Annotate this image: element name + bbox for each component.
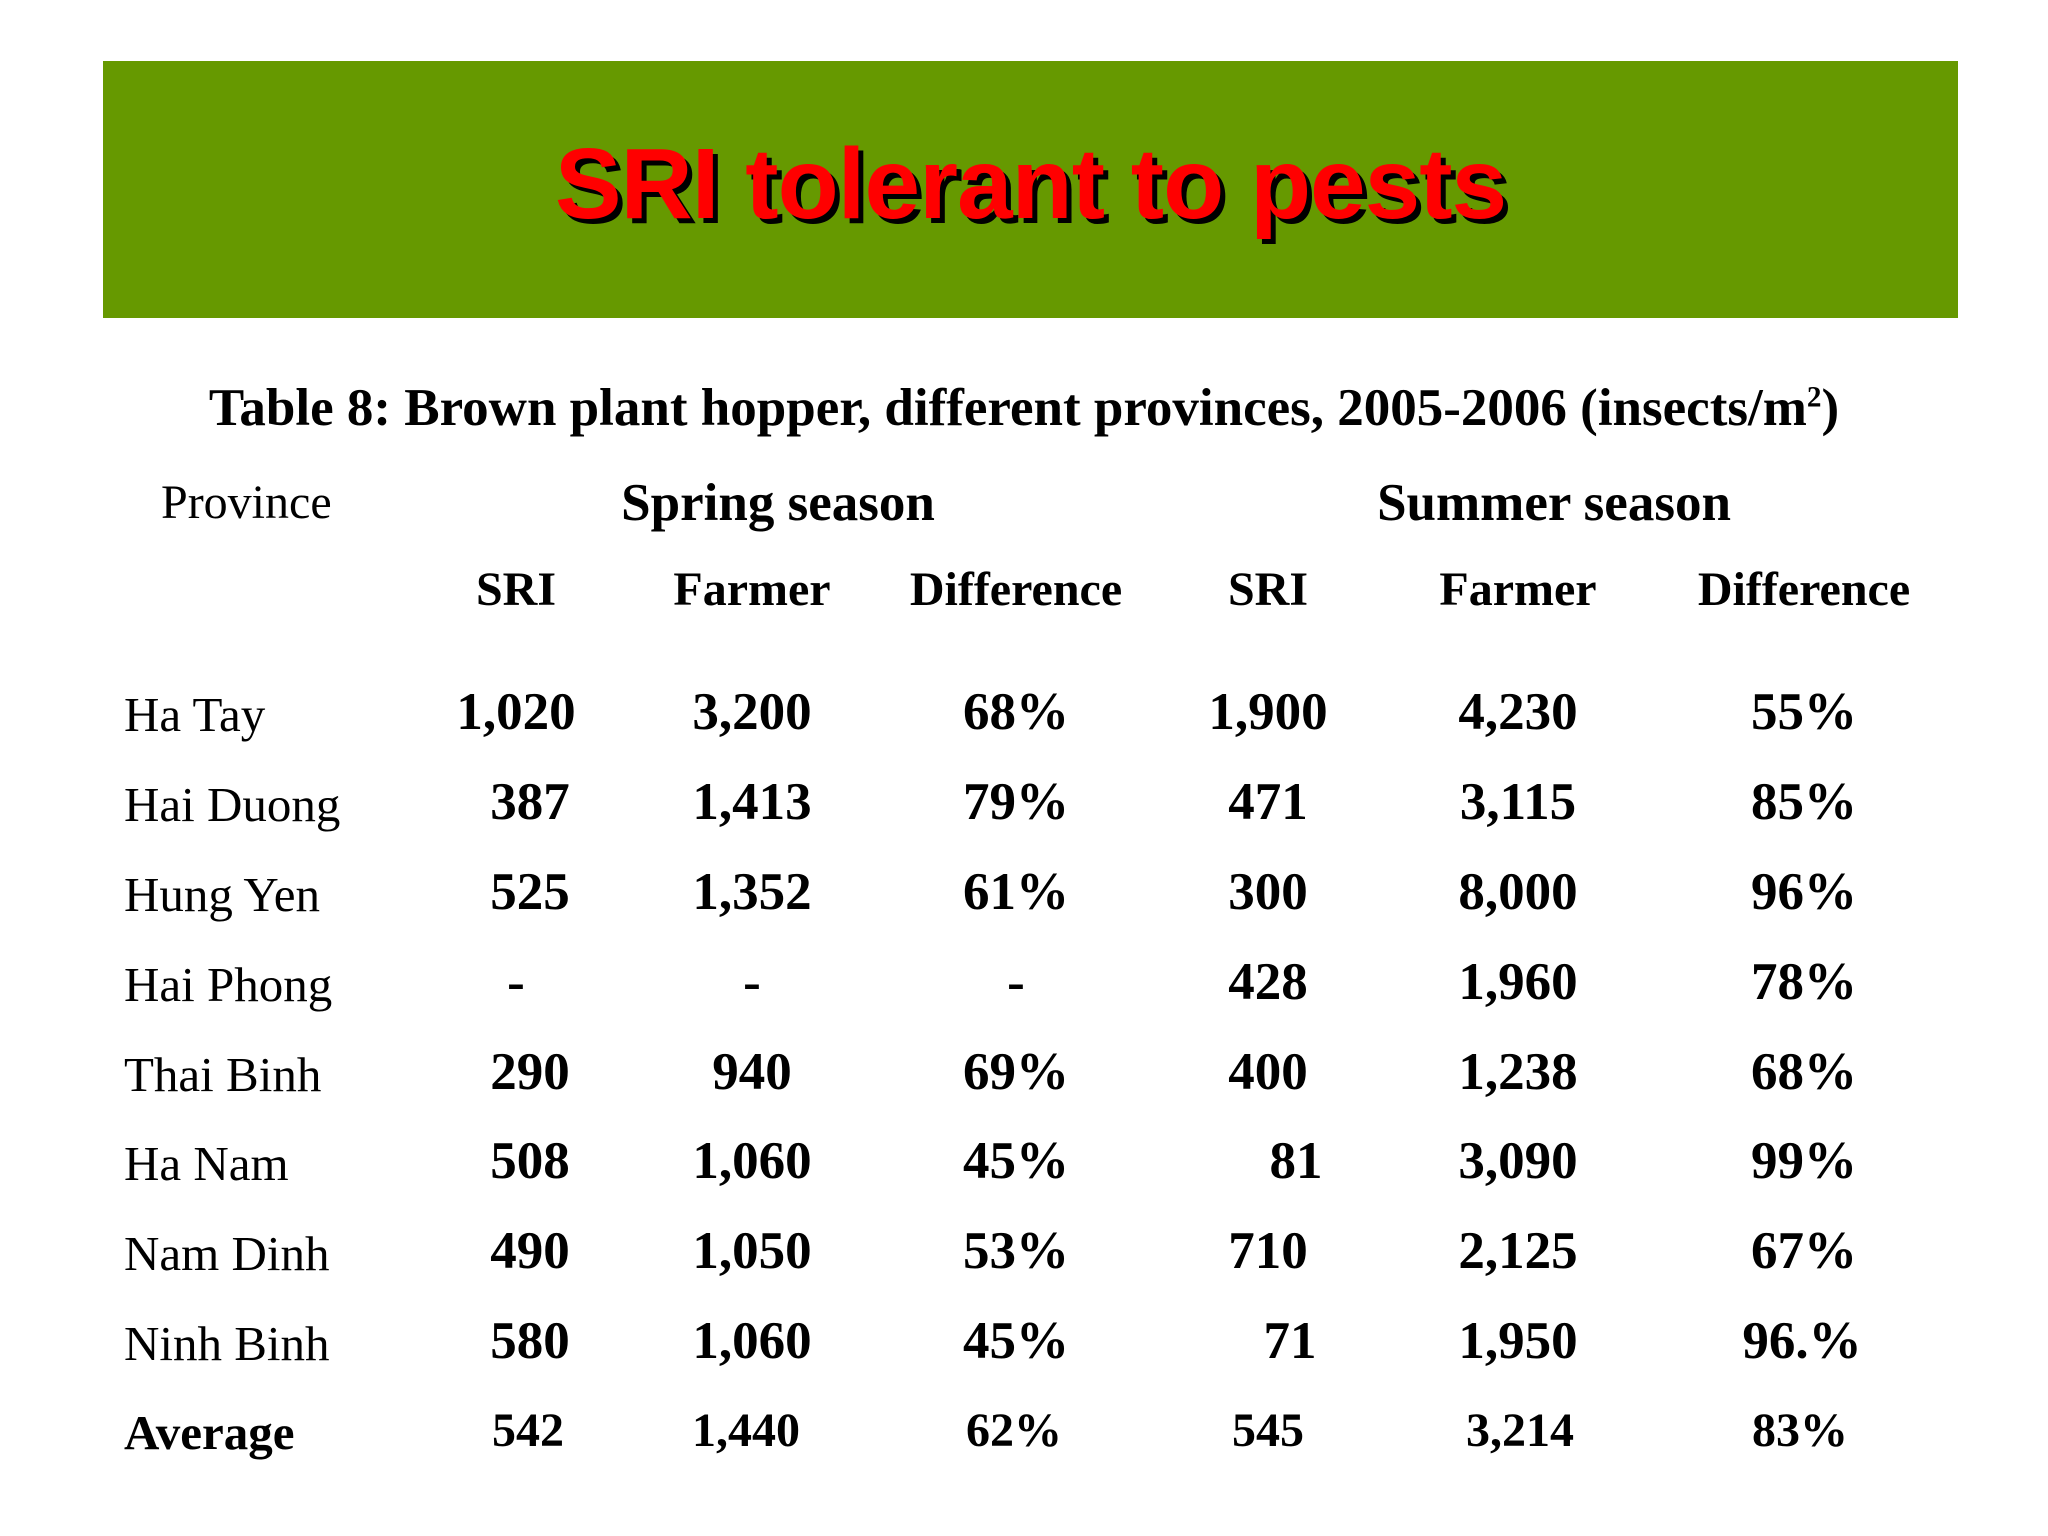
table-row-8-summer-farmer: 1,950 (1458, 1312, 1578, 1370)
spring-sri-header: SRI (475, 563, 557, 616)
average-row-summer-difference: 83% (1752, 1404, 1848, 1457)
table-row-8-province: Ninh Binh (124, 1316, 330, 1371)
table-row-3-spring-difference: 61% (963, 863, 1069, 921)
table-caption-text: Table 8: Brown plant hopper, different p… (208, 379, 1807, 437)
table-row-1-spring-sri: 1,020 (456, 683, 576, 741)
table-row-4-summer-farmer: 1,960 (1458, 953, 1578, 1011)
table-row-6-summer-sri: 81 (1269, 1132, 1323, 1190)
table-row-6-summer-farmer: 3,090 (1458, 1132, 1578, 1190)
table-row-1-spring-difference: 68% (963, 683, 1069, 741)
table-row-5-summer-sri: 400 (1228, 1043, 1308, 1101)
summer-season-header: Summer season (1377, 474, 1731, 532)
table-row-8-summer-difference: 96.% (1742, 1312, 1862, 1370)
summer-difference-header: Difference (1697, 563, 1911, 616)
table-caption: Table 8: Brown plant hopper, different p… (0, 378, 2048, 438)
table-row-1-summer-difference: 55% (1751, 683, 1857, 741)
table-row-6-spring-difference: 45% (963, 1132, 1069, 1190)
table-row-5-summer-farmer: 1,238 (1458, 1043, 1578, 1101)
table-row-2-province: Hai Duong (124, 777, 341, 832)
summer-sri-header: SRI (1227, 563, 1309, 616)
average-row-province: Average (124, 1405, 295, 1460)
summer-farmer-header: Farmer (1439, 563, 1597, 616)
spring-difference-header: Difference (909, 563, 1123, 616)
table-row-2-spring-sri: 387 (490, 773, 570, 831)
table-row-7-summer-farmer: 2,125 (1458, 1222, 1578, 1280)
table-caption-end: ) (1821, 379, 1840, 437)
table-row-3-province: Hung Yen (124, 867, 321, 922)
table-row-7-spring-farmer: 1,050 (692, 1222, 812, 1280)
average-row-summer-sri: 545 (1232, 1404, 1304, 1457)
table-row-4-spring-difference: - (1007, 953, 1025, 1011)
table-row-1-province: Ha Tay (124, 687, 266, 742)
table-row-5-spring-difference: 69% (963, 1043, 1069, 1101)
table-row-7-summer-difference: 67% (1751, 1222, 1857, 1280)
table-row-7-province: Nam Dinh (124, 1226, 330, 1281)
average-row-spring-difference: 62% (966, 1404, 1062, 1457)
table-row-5-summer-difference: 68% (1751, 1043, 1857, 1101)
table-row-4-spring-sri: - (507, 953, 525, 1011)
average-row-spring-sri: 542 (492, 1404, 564, 1457)
table-row-6-spring-sri: 508 (490, 1132, 570, 1190)
table-row-4-spring-farmer: - (743, 953, 761, 1011)
table-row-8-spring-sri: 580 (490, 1312, 570, 1370)
table-row-2-spring-farmer: 1,413 (692, 773, 812, 831)
table-row-2-spring-difference: 79% (963, 773, 1069, 831)
slide-title: SRI tolerant to pests (554, 128, 1507, 240)
table-row-4-summer-difference: 78% (1751, 953, 1857, 1011)
table-row-6-spring-farmer: 1,060 (692, 1132, 812, 1190)
table-row-6-summer-difference: 99% (1751, 1132, 1857, 1190)
table-caption-superscript: 2 (1806, 381, 1822, 414)
table-row-2-summer-difference: 85% (1751, 773, 1857, 831)
table-row-5-spring-sri: 290 (490, 1043, 570, 1101)
table-row-5-spring-farmer: 940 (712, 1043, 792, 1101)
table-row-8-summer-sri: 71 (1263, 1312, 1317, 1370)
province-column-header: Province (161, 476, 332, 529)
table-row-4-summer-sri: 428 (1228, 953, 1308, 1011)
table-row-3-spring-sri: 525 (490, 863, 570, 921)
spring-season-header: Spring season (621, 474, 935, 532)
table-row-4-province: Hai Phong (124, 957, 333, 1012)
table-row-1-summer-farmer: 4,230 (1458, 683, 1578, 741)
table-row-8-spring-difference: 45% (963, 1312, 1069, 1370)
table-row-8-spring-farmer: 1,060 (692, 1312, 812, 1370)
table-row-3-summer-difference: 96% (1751, 863, 1857, 921)
table-row-7-spring-difference: 53% (963, 1222, 1069, 1280)
table-row-3-summer-sri: 300 (1228, 863, 1308, 921)
table-row-2-summer-farmer: 3,115 (1459, 773, 1577, 831)
table-row-1-summer-sri: 1,900 (1208, 683, 1328, 741)
title-banner: SRI tolerant to pests (103, 61, 1958, 318)
table-row-2-summer-sri: 471 (1228, 773, 1308, 831)
spring-farmer-header: Farmer (673, 563, 831, 616)
average-row-spring-farmer: 1,440 (692, 1404, 800, 1457)
table-row-5-province: Thai Binh (124, 1047, 322, 1102)
table-row-7-spring-sri: 490 (490, 1222, 570, 1280)
table-row-3-spring-farmer: 1,352 (692, 863, 812, 921)
table-row-7-summer-sri: 710 (1228, 1222, 1308, 1280)
average-row-summer-farmer: 3,214 (1466, 1404, 1574, 1457)
table-row-1-spring-farmer: 3,200 (692, 683, 812, 741)
table-row-3-summer-farmer: 8,000 (1458, 863, 1578, 921)
table-row-6-province: Ha Nam (124, 1136, 289, 1191)
